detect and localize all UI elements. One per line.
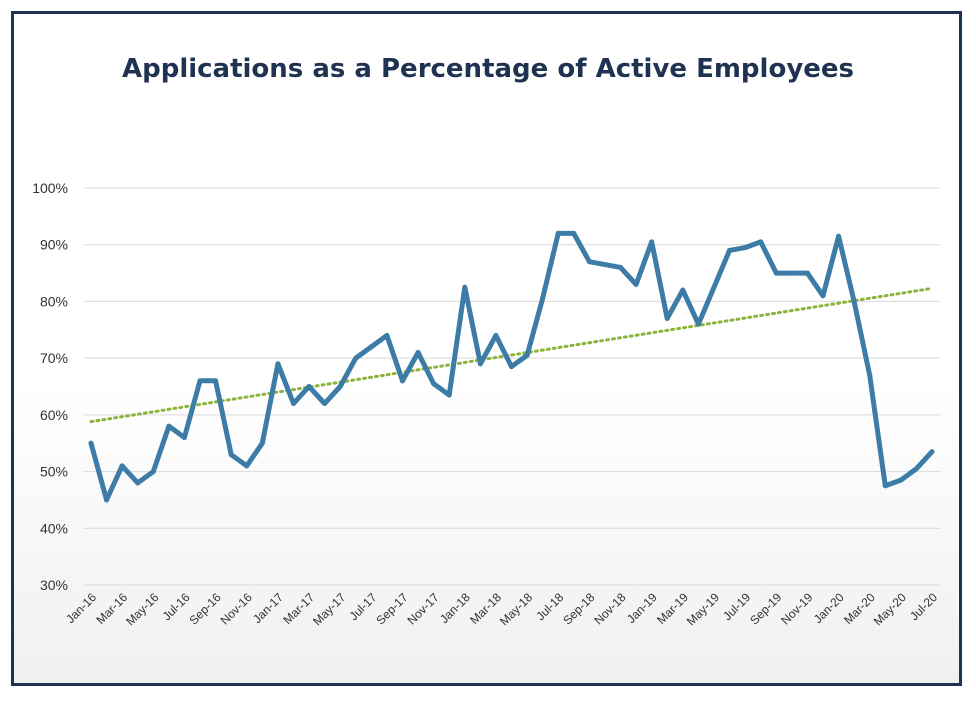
x-tick-label: Nov-19 [778,590,815,627]
data-point [275,361,281,367]
data-point [664,315,670,321]
data-point [462,284,468,290]
data-point [555,230,561,236]
data-point [898,477,904,483]
y-tick-label: 60% [40,407,68,423]
x-tick-label: Sep-19 [747,590,784,627]
data-point [290,401,296,407]
y-tick-label: 70% [40,350,68,366]
gridlines [84,187,940,586]
data-point [742,245,748,251]
trendline-group [89,286,934,424]
x-tick-label: Jan-19 [624,590,660,626]
x-tick-label: Nov-18 [591,590,628,627]
y-tick-label: 30% [40,577,68,593]
x-tick-label: May-18 [497,590,535,628]
data-point [244,463,250,469]
data-point [633,281,639,287]
data-point [773,270,779,276]
data-point [540,296,546,302]
y-tick-label: 100% [32,180,68,196]
data-point [415,349,421,355]
data-point [446,392,452,398]
data-point [368,344,374,350]
data-point [695,321,701,327]
data-point [789,270,795,276]
x-tick-label: Jan-17 [250,590,286,626]
data-point [867,372,873,378]
trendline [89,286,934,424]
x-tick-label: Sep-16 [186,590,223,627]
data-point [259,440,265,446]
x-tick-label: Nov-17 [404,590,441,627]
x-axis-ticks: Jan-16Mar-16May-16Jul-16Sep-16Nov-16Jan-… [63,590,940,628]
data-point [431,381,437,387]
data-point [804,270,810,276]
data-point [384,332,390,338]
x-tick-label: Nov-16 [218,590,255,627]
data-point [727,247,733,253]
data-point [586,259,592,265]
data-point [758,239,764,245]
data-point [135,480,141,486]
x-tick-label: Sep-17 [373,590,410,627]
x-tick-label: May-20 [871,590,909,628]
y-tick-label: 50% [40,464,68,480]
data-point [851,298,857,304]
x-tick-label: May-16 [123,590,161,628]
data-point [353,355,359,361]
x-tick-label: Jan-18 [437,590,473,626]
data-point [197,378,203,384]
series-group [88,230,935,503]
data-point [166,423,172,429]
data-point [181,435,187,441]
data-point [820,293,826,299]
data-point [88,440,94,446]
x-tick-label: May-19 [684,590,722,628]
y-tick-label: 90% [40,237,68,253]
x-tick-label: Jul-20 [907,590,940,623]
data-point [649,239,655,245]
x-tick-label: Jan-20 [811,590,847,626]
data-point [680,287,686,293]
data-point [150,469,156,475]
data-point [882,483,888,489]
x-tick-label: Jan-16 [63,590,99,626]
data-point [618,264,624,270]
chart-title: Applications as a Percentage of Active E… [121,54,855,84]
y-tick-label: 80% [40,293,68,309]
x-tick-label: Sep-18 [560,590,597,627]
data-point [399,378,405,384]
data-point [929,449,935,455]
data-point [836,233,842,239]
data-point [509,364,514,370]
data-point [602,262,608,268]
data-point [524,352,530,358]
data-point [119,463,125,469]
data-point [306,384,312,389]
data-point [337,384,343,389]
data-point [228,452,234,458]
x-tick-label: May-17 [310,590,348,628]
y-axis-ticks: 30% 40% 50% 60% 70% 80% 90% 100% [32,180,68,593]
y-tick-label: 40% [40,520,68,536]
data-point [913,466,919,472]
data-point [213,378,219,384]
data-point [711,284,717,290]
data-point [571,230,577,236]
data-point [477,361,483,367]
data-point [322,401,328,407]
data-point [493,332,499,338]
data-point [104,497,110,503]
